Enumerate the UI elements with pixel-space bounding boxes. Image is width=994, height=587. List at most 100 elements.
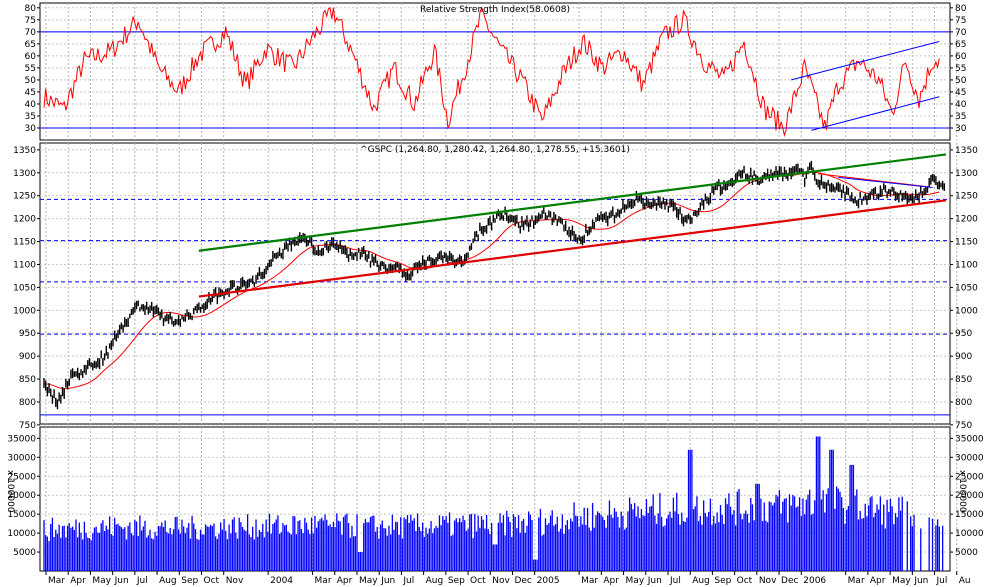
x-tick-label: Jun: [114, 576, 129, 586]
y-tick-label-right: 65: [955, 40, 966, 50]
rsi-channel-line: [791, 40, 940, 81]
price-trendline: [198, 153, 947, 252]
y-tick-label-left: 70: [25, 28, 37, 38]
x-tick-label: Mar: [315, 576, 332, 586]
y-tick-label-left: 30: [25, 124, 37, 134]
y-tick-label-left: 30000: [7, 453, 36, 463]
y-tick-label-left: 60: [25, 52, 37, 62]
x-tick-label: Jun: [380, 576, 395, 586]
x-tick-label: 2006: [803, 576, 826, 586]
y-tick-label-left: 1000: [13, 306, 36, 316]
y-tick-label-right: 800: [955, 398, 972, 408]
x-tick-label: Dec: [514, 576, 531, 586]
rsi-channel-line: [811, 96, 940, 131]
x-tick-label: May: [626, 576, 645, 586]
y-tick-label-right: 45: [955, 88, 966, 98]
y-tick-label-left: 75: [25, 16, 36, 26]
x-tick-label: May: [359, 576, 378, 586]
x-tick-label: Nov: [226, 576, 244, 586]
rsi-line: [43, 6, 940, 138]
y-tick-label-right: 1050: [955, 283, 978, 293]
y-tick-label-left: 1100: [13, 260, 36, 270]
x-tick-label: Jul: [136, 576, 148, 586]
x-tick-label: Jun: [647, 576, 662, 586]
y-tick-label-left: 45: [25, 88, 36, 98]
y-tick-label-left: 1050: [13, 283, 36, 293]
y-tick-label-right: 30: [955, 124, 967, 134]
y-tick-label-right: 900: [955, 352, 972, 362]
y-tick-label-right: 35: [955, 112, 966, 122]
y-tick-label-left: 40: [25, 100, 37, 110]
x-tick-label: Jul: [936, 576, 948, 586]
y-tick-label-right: 50: [955, 76, 967, 86]
volume-unit-label-right: x 100000: [957, 470, 967, 513]
y-tick-label-right: 1150: [955, 238, 978, 248]
y-tick-label-right: 75: [955, 16, 966, 26]
x-tick-label: Mar: [581, 576, 598, 586]
price-trendline: [198, 199, 947, 298]
x-tick-label: 2004: [270, 576, 293, 586]
y-tick-label-left: 55: [25, 64, 36, 74]
y-tick-label-right: 30000: [955, 453, 984, 463]
y-tick-label-left: 950: [19, 329, 36, 339]
x-tick-label: Aug: [692, 576, 710, 586]
x-tick-label: Au: [959, 576, 971, 586]
x-tick-label: May: [92, 576, 111, 586]
y-tick-label-left: 1200: [13, 215, 36, 225]
x-tick-label: Jul: [402, 576, 414, 586]
x-tick-label: Nov: [759, 576, 777, 586]
x-tick-label: Aug: [159, 576, 177, 586]
rsi-title: Relative Strength Index(58.0608): [420, 5, 570, 15]
y-tick-label-right: 1000: [955, 306, 978, 316]
x-tick-label: Oct: [737, 576, 753, 586]
x-tick-label: Jul: [669, 576, 681, 586]
y-tick-label-left: 1150: [13, 238, 36, 248]
x-tick-label: May: [892, 576, 911, 586]
x-tick-label: Oct: [203, 576, 219, 586]
panel-price-frame: [39, 142, 951, 425]
y-tick-label-left: 5000: [13, 548, 36, 558]
x-tick-label: Sep: [714, 576, 731, 586]
y-tick-label-right: 850: [955, 375, 972, 385]
x-tick-label: Oct: [470, 576, 486, 586]
x-tick-label: Jun: [913, 576, 928, 586]
y-tick-label-right: 55: [955, 64, 966, 74]
y-tick-label-left: 25000: [7, 472, 36, 482]
y-tick-label-right: 750: [955, 421, 972, 431]
volume-unit-label-left: x 100000: [5, 470, 15, 513]
y-tick-label-right: 15000: [955, 510, 984, 520]
x-tick-label: Mar: [48, 576, 65, 586]
x-tick-label: Apr: [603, 576, 619, 586]
y-tick-label-right: 25000: [955, 472, 984, 482]
y-tick-label-right: 5000: [955, 548, 978, 558]
y-tick-label-right: 950: [955, 329, 972, 339]
x-tick-label: Apr: [337, 576, 353, 586]
y-tick-label-right: 80: [955, 4, 967, 14]
y-tick-label-left: 1350: [13, 146, 36, 156]
y-tick-label-left: 1250: [13, 192, 36, 202]
y-tick-label-left: 1300: [13, 169, 36, 179]
y-tick-label-right: 20000: [955, 491, 984, 501]
y-tick-label-right: 35000: [955, 434, 984, 444]
y-tick-label-right: 10000: [955, 529, 984, 539]
y-tick-label-left: 35: [25, 112, 36, 122]
x-tick-label: Aug: [426, 576, 444, 586]
x-tick-label: Sep: [448, 576, 465, 586]
x-tick-label: 2005: [537, 576, 560, 586]
y-tick-label-left: 10000: [7, 529, 36, 539]
y-tick-label-left: 750: [19, 421, 36, 431]
y-tick-label-right: 60: [955, 52, 967, 62]
x-tick-label: Sep: [181, 576, 198, 586]
volume-bars: [43, 436, 944, 571]
x-tick-label: Dec: [781, 576, 798, 586]
y-tick-label-left: 35000: [7, 434, 36, 444]
y-tick-label-left: 15000: [7, 510, 36, 520]
y-tick-label-left: 65: [25, 40, 36, 50]
y-tick-label-left: 80: [25, 4, 37, 14]
y-tick-label-right: 1250: [955, 192, 978, 202]
y-tick-label-right: 1350: [955, 146, 978, 156]
y-tick-label-left: 800: [19, 398, 36, 408]
x-tick-label: Mar: [848, 576, 865, 586]
y-tick-label-left: 20000: [7, 491, 36, 501]
y-tick-label-left: 850: [19, 375, 36, 385]
